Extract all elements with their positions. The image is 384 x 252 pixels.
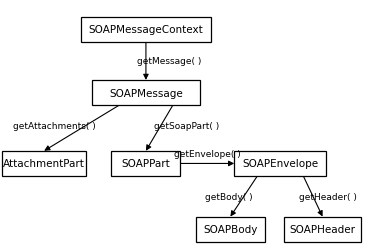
Text: SOAPEnvelope: SOAPEnvelope <box>242 159 318 169</box>
FancyBboxPatch shape <box>81 18 211 43</box>
Text: AttachmentPart: AttachmentPart <box>3 159 85 169</box>
FancyBboxPatch shape <box>196 217 265 242</box>
FancyBboxPatch shape <box>284 217 361 242</box>
Text: SOAPMessageContext: SOAPMessageContext <box>89 25 203 35</box>
Text: SOAPBody: SOAPBody <box>203 224 258 234</box>
Text: SOAPMessage: SOAPMessage <box>109 88 183 98</box>
Text: getSoapPart( ): getSoapPart( ) <box>154 121 219 131</box>
Text: getHeader( ): getHeader( ) <box>300 192 357 201</box>
Text: getMessage( ): getMessage( ) <box>137 57 201 66</box>
Text: getEnvelope( ): getEnvelope( ) <box>174 149 241 158</box>
Text: SOAPPart: SOAPPart <box>122 159 170 169</box>
FancyBboxPatch shape <box>111 151 180 176</box>
FancyBboxPatch shape <box>234 151 326 176</box>
Text: getAttachments( ): getAttachments( ) <box>13 121 96 131</box>
FancyBboxPatch shape <box>92 81 200 106</box>
FancyBboxPatch shape <box>2 151 86 176</box>
Text: SOAPHeader: SOAPHeader <box>290 224 356 234</box>
Text: getBody( ): getBody( ) <box>205 192 252 201</box>
